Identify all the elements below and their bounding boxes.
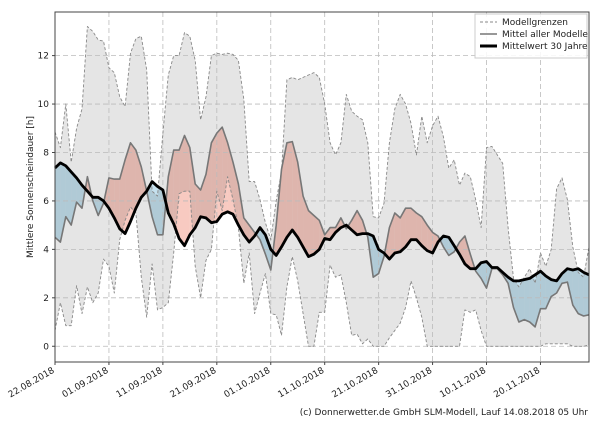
legend-label-bounds: Modellgrenzen <box>502 18 568 28</box>
envelope-area <box>55 27 589 347</box>
x-tick-label: 01.09.2018 <box>61 366 111 401</box>
y-tick-label: 2 <box>43 294 49 304</box>
legend-label-model-mean: Mittel aller Modelle <box>502 30 588 40</box>
legend: Modellgrenzen Mittel aller Modelle Mitte… <box>475 14 588 58</box>
footer-credit: (c) Donnerwetter.de GmbH SLM-Modell, Lau… <box>300 408 589 418</box>
legend-label-climate-mean: Mittelwert 30 Jahre <box>502 42 588 52</box>
x-tick-label: 11.10.2018 <box>277 366 327 401</box>
x-tick-label: 21.10.2018 <box>331 366 381 401</box>
y-tick-label: 0 <box>43 342 49 352</box>
x-tick-label: 01.10.2018 <box>223 366 273 401</box>
x-tick-label: 22.08.2018 <box>7 366 57 401</box>
y-tick-label: 8 <box>43 148 49 158</box>
y-tick-label: 4 <box>43 245 49 255</box>
y-tick-label: 12 <box>38 52 49 62</box>
x-tick-label: 20.11.2018 <box>492 366 542 401</box>
x-tick-label: 10.11.2018 <box>438 366 488 401</box>
y-tick-label: 10 <box>38 100 50 110</box>
x-tick-label: 21.09.2018 <box>169 366 219 401</box>
y-tick-label: 6 <box>43 197 49 207</box>
x-tick-label: 31.10.2018 <box>384 366 434 401</box>
x-tick-label: 11.09.2018 <box>115 366 165 401</box>
model-envelope <box>55 27 589 347</box>
y-axis-label: Mittlere Sonnenscheindauer [h] <box>26 116 36 258</box>
